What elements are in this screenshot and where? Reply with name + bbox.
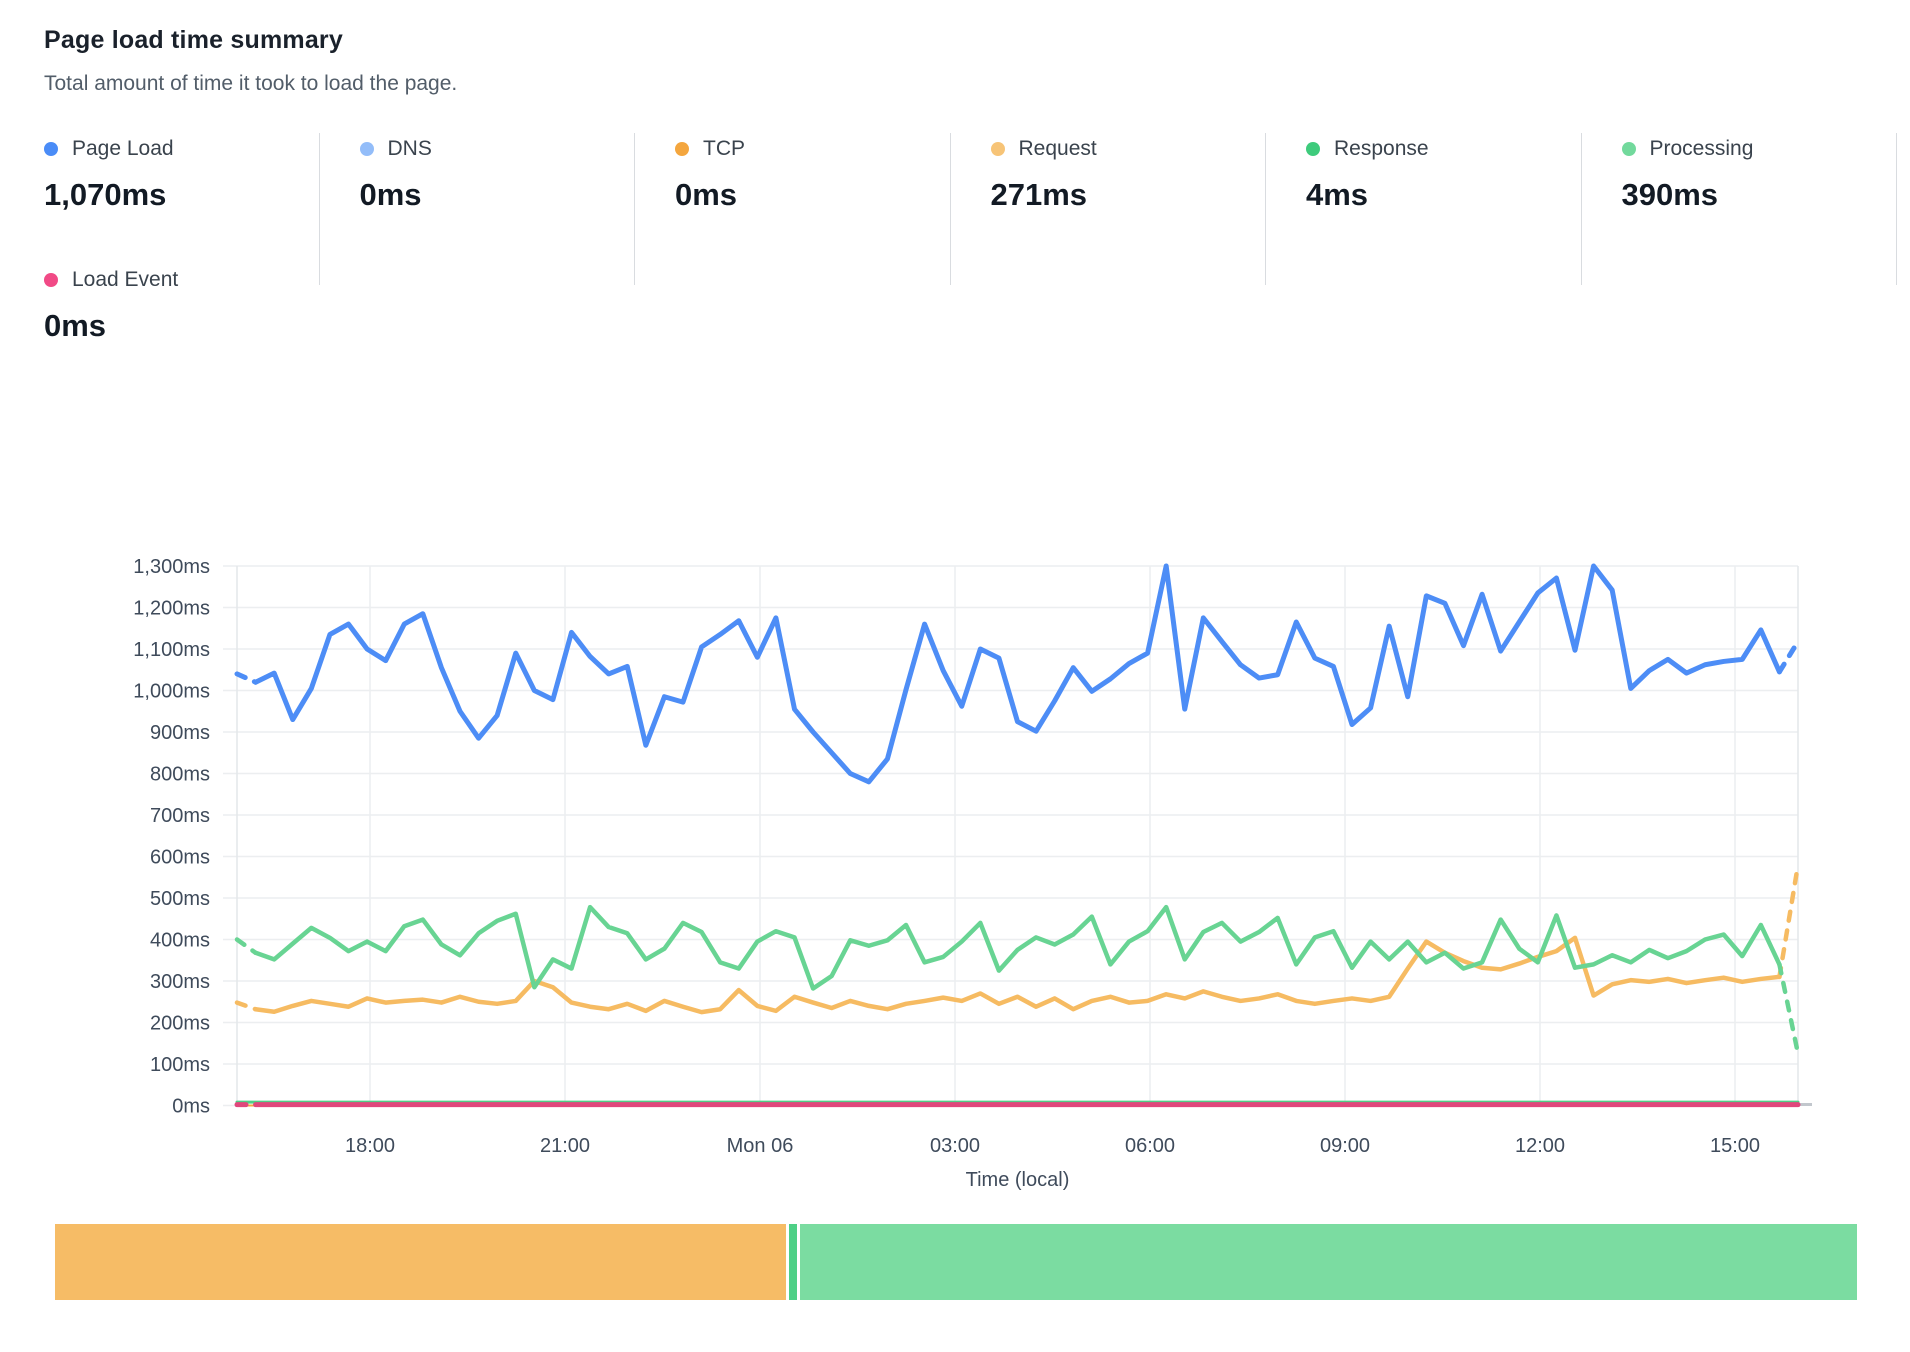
stat-value: 390ms (1621, 177, 1719, 212)
x-tick-label: 03:00 (930, 1135, 980, 1157)
status-bar-gap (786, 1224, 790, 1300)
x-tick-label: 06:00 (1125, 1135, 1175, 1157)
y-tick-label: 600ms (150, 847, 210, 869)
series-processing (1777, 962, 1801, 1056)
series-request (253, 935, 1782, 1015)
response-legend-dot (1306, 142, 1320, 156)
x-tick-label: 15:00 (1710, 1135, 1760, 1157)
x-tick-label: 12:00 (1515, 1135, 1565, 1157)
processing-legend-dot (1621, 142, 1636, 156)
y-tick-label: 1,100ms (133, 639, 210, 661)
status-bar-segment-passing[interactable] (800, 1224, 1857, 1300)
y-tick-label: 300ms (150, 971, 210, 993)
stat-request[interactable]: Request 271ms (951, 133, 1266, 285)
y-tick-label: 100ms (150, 1054, 210, 1076)
series-request (234, 1000, 258, 1012)
y-tick-label: 1,300ms (133, 556, 210, 578)
stat-tcp[interactable]: TCP 0ms (635, 133, 951, 285)
y-tick-label: 400ms (150, 930, 210, 952)
stat-dns[interactable]: DNS 0ms (320, 133, 635, 285)
y-tick-label: 900ms (150, 722, 210, 744)
stat-value: 271ms (990, 177, 1088, 212)
stat-label: Response (1334, 137, 1429, 160)
stat-label: TCP (703, 137, 745, 160)
stat-label: Request (1018, 137, 1097, 160)
stat-value: 1,070ms (44, 177, 167, 212)
stat-load-event[interactable]: Load Event 0ms (44, 268, 644, 344)
stat-value: 0ms (359, 177, 422, 212)
status-bar-gap (797, 1224, 801, 1300)
dns-legend-dot (359, 142, 374, 156)
series-page-load (253, 563, 1782, 785)
tcp-legend-dot (675, 142, 689, 156)
stat-label: Processing (1649, 137, 1754, 160)
stat-response[interactable]: Response 4ms (1266, 133, 1582, 285)
stat-page-load[interactable]: Page Load 1,070ms (44, 133, 320, 285)
stat-processing[interactable]: Processing 390ms (1582, 133, 1897, 285)
metric-stats-row: Page Load 1,070ms DNS 0ms TCP 0ms Reques… (44, 133, 1897, 285)
load-event-legend-dot (44, 273, 58, 287)
y-tick-label: 0ms (172, 1096, 210, 1118)
page-load-legend-dot (44, 142, 58, 156)
y-tick-label: 800ms (150, 764, 210, 786)
page-subtitle: Total amount of time it took to load the… (44, 72, 458, 95)
y-tick-label: 200ms (150, 1013, 210, 1035)
stat-value: 0ms (675, 177, 738, 212)
y-tick-label: 700ms (150, 805, 210, 827)
y-tick-label: 1,200ms (133, 598, 210, 620)
stat-label: Page Load (72, 137, 174, 160)
series-page-load (1776, 639, 1801, 675)
stat-value: 0ms (44, 308, 107, 343)
status-bar-segment-degraded[interactable] (55, 1224, 787, 1300)
x-axis-title: Time (local) (966, 1169, 1070, 1191)
x-tick-label: 09:00 (1320, 1135, 1370, 1157)
series-page-load (234, 671, 259, 685)
series-request (1777, 862, 1801, 980)
stat-value: 4ms (1306, 177, 1369, 212)
x-tick-label: 21:00 (540, 1135, 590, 1157)
request-legend-dot (990, 142, 1005, 156)
y-tick-label: 500ms (150, 888, 210, 910)
stat-label: DNS (387, 137, 432, 160)
series-processing (253, 904, 1782, 991)
x-tick-label: Mon 06 (727, 1135, 794, 1157)
series-processing (234, 937, 258, 956)
y-tick-label: 1,000ms (133, 681, 210, 703)
status-bar-segment-passing[interactable] (789, 1224, 798, 1300)
stat-label: Load Event (72, 268, 179, 291)
check-status-bar (55, 1224, 1857, 1300)
page-title: Page load time summary (44, 26, 343, 54)
x-tick-label: 18:00 (345, 1135, 395, 1157)
